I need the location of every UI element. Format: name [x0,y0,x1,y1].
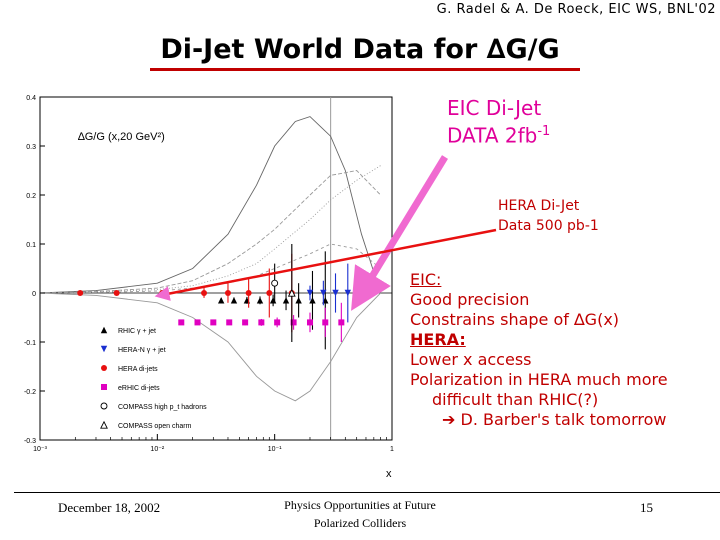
eic-callout-line1: EIC Di-Jet [447,96,542,120]
data-point [269,297,277,304]
legend-marker [101,384,107,390]
data-point [210,319,217,326]
data-point [266,290,273,296]
legend-label: RHIC γ + jet [118,328,156,335]
data-point [344,289,351,297]
model-curve [39,170,381,294]
hera-note-1: Lower x access [410,350,532,369]
data-point [245,290,252,296]
x-tick-label: 10⁻² [150,446,164,453]
hera-note-2: Polarization in HERA much more [410,370,668,389]
data-point [113,290,120,296]
hera-callout-arrow [154,228,497,301]
x-tick-label: 10⁻¹ [268,446,282,453]
y-tick-label: 0.2 [26,193,36,200]
eic-heading: EIC: [410,270,442,289]
data-point [242,319,249,326]
y-tick-label: -0.1 [24,340,36,347]
model-curves [39,116,382,402]
y-tick-label: 0.3 [26,144,36,151]
data-point [338,319,345,326]
hera-note-3: difficult than RHIC(?) [432,390,599,409]
data-point [258,319,265,326]
model-curve [39,165,381,294]
data-point [332,289,339,297]
model-curve [39,116,382,294]
footer-title: Physics Opportunities at Future Polarize… [250,496,470,532]
data-point [320,289,327,297]
legend-label: HERA-N γ + jet [118,347,166,354]
notes-box: EIC: Good precision Constrains shape of … [410,270,710,455]
legend-marker [100,326,108,334]
header-credit: G. Radel & A. De Roeck, EIC WS, BNL'02 [436,2,716,17]
legend-label: COMPASS open charm [118,423,192,430]
model-curve [39,292,381,402]
y-tick-label: 0 [32,291,36,298]
hera-callout-line1: HERA Di-Jet [498,198,580,214]
data-point [295,297,302,304]
chart-area: 0.4 0.3 0.2 0.1 0 -0.1 -0.2 -0.310⁻³ 10⁻² 10⁻¹ 1 ∆… [24,95,497,480]
eic-callout-line2: DATA 2fb [447,123,538,148]
data-point [306,319,313,326]
eic-note-1: Good precision [410,290,530,309]
data-point [194,319,201,326]
data-point [322,319,329,326]
footer-title-line1: Physics Opportunities at Future [284,498,436,512]
slide-title: Di-Jet World Data for ∆G/G [160,34,560,65]
arrow-right-icon: ➔ [442,410,456,429]
legend-label: eRHIC di-jets [118,385,160,392]
data-marks [77,244,351,350]
hera-note-4: D. Barber's talk tomorrow [460,410,667,429]
data-point [226,319,233,326]
data-point [282,297,290,304]
hera-dijet-callout: HERA Di-Jet Data 500 pb-1 [498,196,599,236]
hera-callout-line2: Data 500 pb-1 [498,218,599,234]
data-point [217,297,225,304]
plot-grid [40,97,392,440]
plot-frame [39,96,393,441]
data-point [274,319,281,326]
y-tick-label: 0.4 [26,95,36,102]
footer-date: December 18, 2002 [58,500,161,515]
eic-callout-arrow [351,155,448,311]
y-tick-label: 0.1 [26,242,36,249]
data-point [290,319,297,326]
data-point [287,288,296,297]
legend-marker [100,345,108,353]
data-point [201,290,208,296]
y-tick-label: -0.2 [24,389,36,396]
data-point [306,289,314,297]
page-number: 15 [640,500,653,515]
data-point [230,297,238,304]
x-axis-label: x [386,468,392,480]
eic-dijet-callout: EIC Di-Jet DATA 2fb-1 [447,96,550,148]
eic-callout-exponent: -1 [537,124,551,139]
legend-label: HERA di-jets [118,366,158,373]
hera-heading: HERA: [410,330,466,349]
y-tick-label: -0.3 [24,438,36,445]
eic-note-2: Constrains shape of ∆G(x) [410,310,620,329]
data-point [224,290,231,296]
chart-title: ∆G/G (x,20 GeV²) [78,131,165,143]
data-point [271,279,279,287]
footer-title-line2: Polarized Colliders [313,516,407,530]
footer-divider [14,492,720,493]
chart-legend: RHIC γ + jet HERA-N γ + jet HERA di-jets eR… [100,326,207,430]
legend-marker [100,420,108,429]
callout-arrows [154,155,497,311]
legend-marker [101,365,107,371]
data-point [256,297,264,304]
legend-label: COMPASS high p_t hadrons [118,404,207,411]
title-underline [150,68,580,71]
legend-marker [100,402,108,410]
x-tick-label: 10⁻³ [33,446,47,453]
x-tick-label: 1 [390,446,394,453]
data-point [77,290,84,296]
data-point [309,297,316,304]
axis-ticks: 0.4 0.3 0.2 0.1 0 -0.1 -0.2 -0.310⁻³ 10⁻² 10⁻¹ 1 [24,95,394,453]
data-point [178,319,185,326]
